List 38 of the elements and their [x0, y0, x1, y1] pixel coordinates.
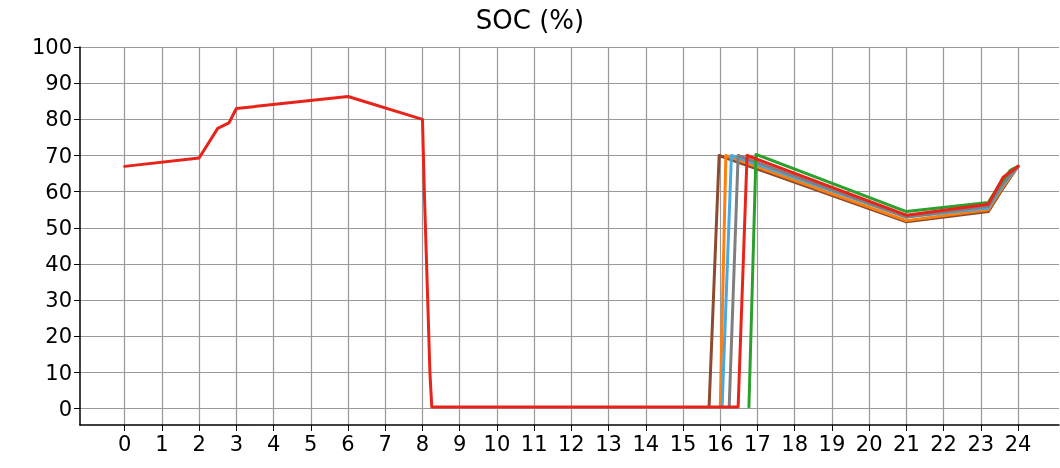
x-tick-label: 9: [453, 431, 467, 456]
y-tick-label: 70: [45, 143, 72, 168]
x-tick-label: 21: [893, 431, 920, 456]
x-tick-label: 1: [155, 431, 169, 456]
x-tick-label: 15: [669, 431, 697, 456]
y-tick-label: 100: [31, 35, 72, 59]
x-tick-label: 2: [192, 431, 206, 456]
x-tick-label: 18: [781, 431, 809, 456]
y-tick-label: 80: [45, 107, 72, 132]
y-tick-label: 50: [45, 215, 72, 240]
x-tick-label: 8: [415, 431, 430, 456]
y-tick-label: 10: [45, 360, 72, 385]
y-tick-label: 30: [45, 288, 72, 313]
x-tick-label: 16: [706, 431, 734, 456]
x-tick-label: 3: [229, 431, 244, 456]
y-tick-label: 40: [45, 252, 72, 277]
x-tick-label: 13: [595, 431, 622, 456]
x-tick-label: 12: [557, 431, 585, 456]
x-tick-label: 11: [520, 431, 548, 456]
x-tick-label: 19: [818, 431, 846, 456]
x-tick-label: 24: [1004, 431, 1032, 456]
x-tick-label: 4: [266, 431, 281, 456]
x-tick-label: 0: [117, 431, 132, 456]
x-tick-label: 17: [744, 431, 771, 456]
y-tick-label: 0: [58, 396, 72, 421]
x-tick-label: 22: [930, 431, 957, 456]
x-tick-label: 5: [304, 431, 318, 456]
x-tick-label: 10: [483, 431, 511, 456]
y-tick-label: 60: [45, 179, 72, 204]
x-tick-label: 14: [632, 431, 660, 456]
x-tick-label: 6: [341, 431, 355, 456]
line-series: [123, 95, 1020, 409]
y-tick-label: 20: [45, 324, 72, 349]
x-tick-label: 7: [378, 431, 392, 456]
chart-title: SOC (%): [475, 5, 585, 35]
x-tick-label: 20: [855, 431, 883, 456]
y-tick-label: 90: [45, 71, 72, 96]
x-tick-label: 23: [967, 431, 995, 456]
